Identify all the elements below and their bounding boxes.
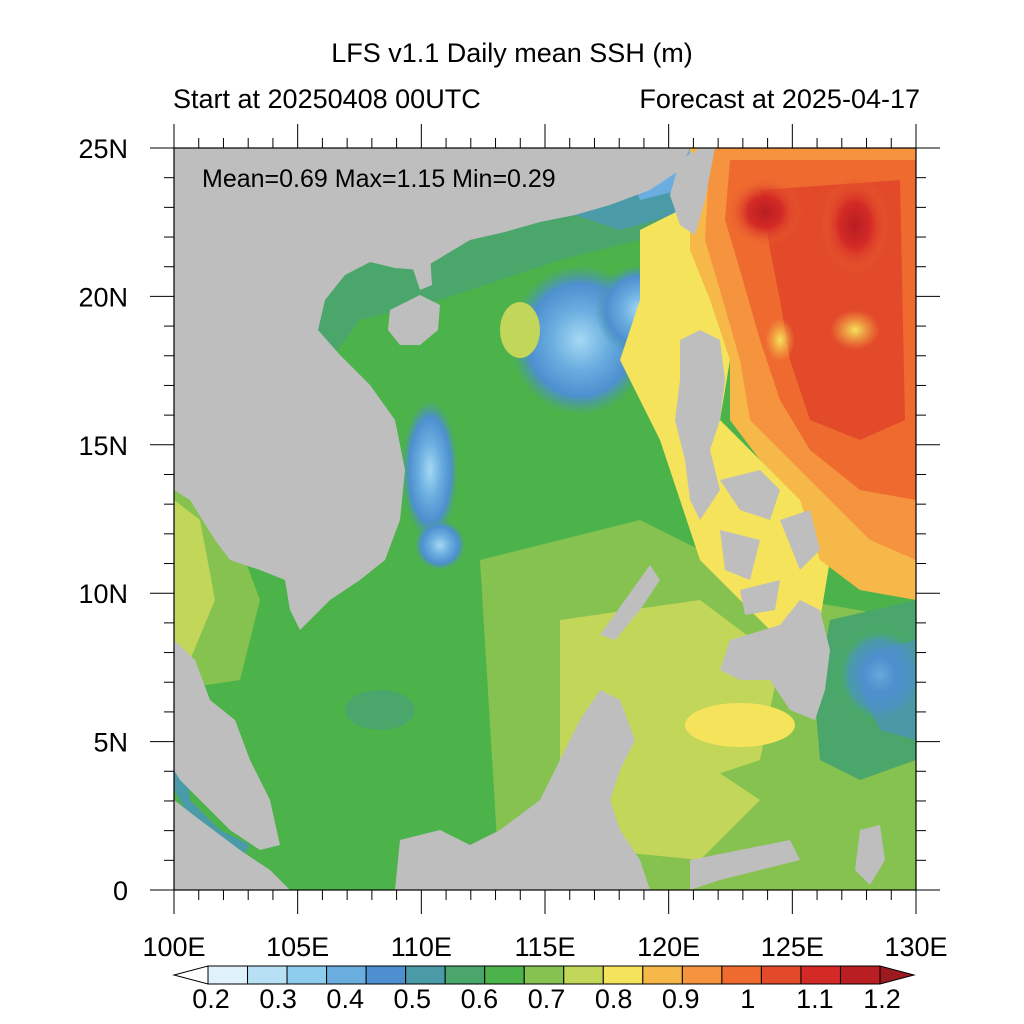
lat-label: 5N	[93, 728, 128, 758]
lon-label: 110E	[391, 932, 452, 962]
lat-label: 0	[113, 876, 128, 906]
colorbar-label: 0.4	[326, 984, 364, 1014]
lon-label: 130E	[884, 932, 947, 962]
colorbar-label: 0.5	[394, 984, 432, 1014]
axis-labels: 100E 105E 110E 115E 120E 125E 130E 25N 20N 15N 10N…	[78, 134, 947, 962]
colorbar-bin	[326, 965, 367, 985]
lon-label: 125E	[761, 932, 824, 962]
colorbar-bin	[839, 965, 881, 985]
colorbar-label: 0.6	[461, 984, 499, 1014]
colorbar-bin	[760, 965, 802, 985]
map-ticks	[150, 124, 940, 914]
stats-annotation: Mean=0.69 Max=1.15 Min=0.29	[202, 165, 556, 193]
land-masses	[174, 148, 885, 890]
lon-label: 105E	[266, 932, 329, 962]
colorbar-bin	[642, 965, 683, 985]
colorbar-label: 0.2	[192, 984, 230, 1014]
lon-label: 100E	[142, 932, 205, 962]
colorbar-label: 1	[740, 984, 755, 1014]
lat-label: 25N	[78, 134, 128, 164]
colorbar-bin	[484, 965, 525, 985]
colorbar-bin	[247, 965, 288, 985]
colorbar-label: 1.1	[796, 984, 834, 1014]
forecast-time-label: Forecast at 2025-04-17	[639, 84, 920, 114]
colorbar-bin	[681, 965, 723, 985]
colorbar-label: 0.7	[528, 984, 566, 1014]
start-time-label: Start at 20250408 00UTC	[173, 84, 481, 114]
colorbar-label: 0.8	[595, 984, 633, 1014]
map-title: LFS v1.1 Daily mean SSH (m)	[331, 38, 693, 68]
colorbar-labels: 0.2 0.3 0.4 0.5 0.6 0.7 0.8 0.9 1 1.1 1.2	[192, 984, 901, 1014]
colorbar-bin	[721, 965, 762, 985]
lon-label: 120E	[637, 932, 700, 962]
colorbar-bin	[602, 965, 644, 985]
colorbar-bin	[523, 965, 565, 985]
colorbar-bin	[444, 965, 486, 985]
colorbar-label: 0.9	[662, 984, 700, 1014]
colorbar-bin	[286, 965, 328, 985]
colorbar-bin	[563, 965, 604, 985]
colorbar-label: 0.3	[259, 984, 297, 1014]
colorbar-high-arrow	[879, 965, 916, 985]
colorbar-bin	[207, 965, 249, 985]
colorbar-low-arrow	[172, 965, 209, 985]
lon-label: 115E	[514, 932, 575, 962]
lat-label: 15N	[78, 431, 128, 461]
colorbar-bin	[800, 965, 841, 985]
colorbar-bin	[365, 965, 407, 985]
colorbar	[172, 965, 916, 985]
lat-label: 10N	[78, 579, 128, 609]
lat-label: 20N	[78, 282, 128, 312]
ssh-field	[174, 148, 916, 890]
colorbar-bin	[405, 965, 446, 985]
colorbar-label: 1.2	[863, 984, 901, 1014]
